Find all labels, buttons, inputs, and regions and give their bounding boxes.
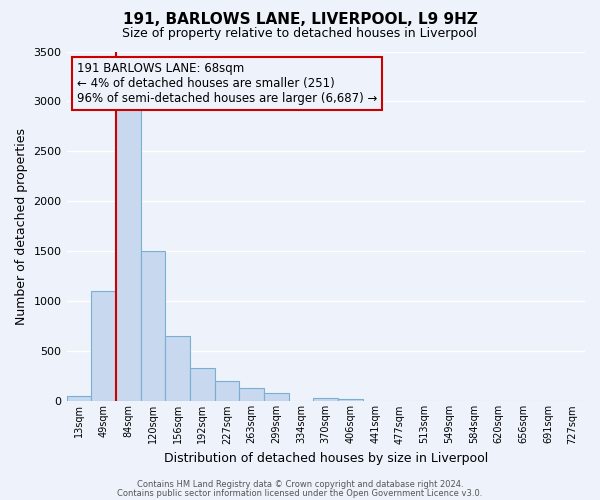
Bar — [264, 394, 289, 402]
Bar — [91, 292, 116, 402]
Bar — [239, 388, 264, 402]
Bar — [116, 110, 140, 402]
Text: 191, BARLOWS LANE, LIVERPOOL, L9 9HZ: 191, BARLOWS LANE, LIVERPOOL, L9 9HZ — [122, 12, 478, 28]
X-axis label: Distribution of detached houses by size in Liverpool: Distribution of detached houses by size … — [164, 452, 488, 465]
Bar — [67, 396, 91, 402]
Text: 191 BARLOWS LANE: 68sqm
← 4% of detached houses are smaller (251)
96% of semi-de: 191 BARLOWS LANE: 68sqm ← 4% of detached… — [77, 62, 377, 105]
Bar — [215, 382, 239, 402]
Bar — [140, 252, 165, 402]
Bar — [338, 400, 363, 402]
Text: Size of property relative to detached houses in Liverpool: Size of property relative to detached ho… — [122, 28, 478, 40]
Y-axis label: Number of detached properties: Number of detached properties — [15, 128, 28, 325]
Bar — [313, 398, 338, 402]
Text: Contains HM Land Registry data © Crown copyright and database right 2024.: Contains HM Land Registry data © Crown c… — [137, 480, 463, 489]
Text: Contains public sector information licensed under the Open Government Licence v3: Contains public sector information licen… — [118, 488, 482, 498]
Bar — [190, 368, 215, 402]
Bar — [165, 336, 190, 402]
